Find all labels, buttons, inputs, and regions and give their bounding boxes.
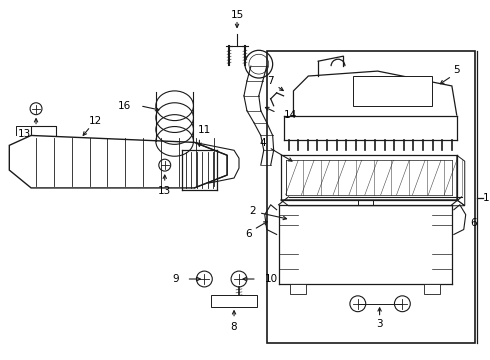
Text: 8: 8: [231, 321, 237, 332]
Text: 10: 10: [265, 274, 278, 284]
Text: 5: 5: [454, 65, 460, 75]
Text: 1: 1: [483, 193, 490, 203]
Bar: [424, 284, 440, 294]
Text: 6: 6: [470, 217, 477, 228]
Text: 15: 15: [230, 10, 244, 20]
Text: 2: 2: [249, 206, 256, 216]
Text: 4: 4: [260, 138, 266, 148]
Bar: [291, 284, 306, 294]
Text: 7: 7: [268, 76, 274, 86]
Text: 9: 9: [172, 274, 179, 284]
Bar: [211, 295, 257, 307]
Text: 13: 13: [18, 130, 31, 139]
Text: 13: 13: [158, 186, 172, 196]
Text: 3: 3: [376, 319, 383, 329]
Bar: [267, 51, 475, 343]
Text: 12: 12: [89, 116, 102, 126]
Text: 14: 14: [284, 110, 297, 120]
Text: 11: 11: [198, 126, 211, 135]
Text: 6: 6: [245, 229, 252, 239]
Text: 16: 16: [118, 101, 131, 111]
Bar: [353, 76, 432, 106]
